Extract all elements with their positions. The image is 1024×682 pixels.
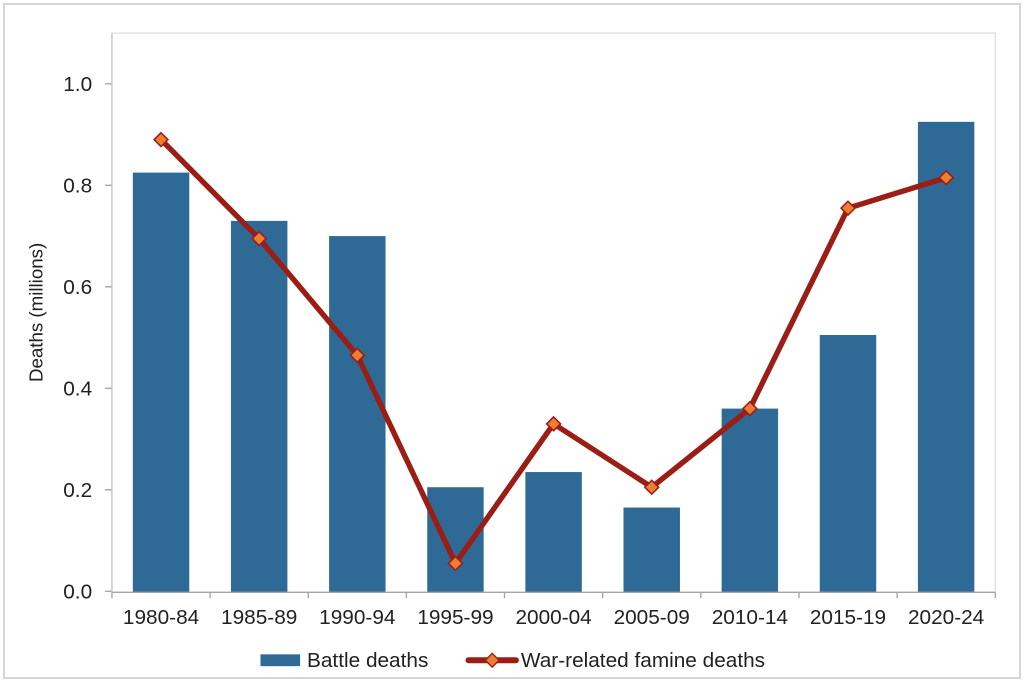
- x-tick-label: 2000-04: [515, 606, 591, 629]
- battle-deaths-bar-2010-14: [721, 408, 779, 593]
- famine-deaths-marker-1995-99: [447, 555, 464, 572]
- battle-deaths-bar-2000-04: [525, 472, 582, 593]
- legend-swatch-battle-deaths-icon: [260, 654, 301, 667]
- y-axis-title: Deaths (millions): [26, 243, 47, 382]
- x-tick-label: 2020-24: [908, 606, 984, 629]
- y-axis: 0.0 0.2 0.4 0.6 0.8 1.0: [63, 33, 113, 604]
- x-axis: 1980-84 1985-89 1990-94 1995-99 2000-04 2005-…: [111, 591, 996, 629]
- battle-deaths-bars: [132, 121, 975, 593]
- x-tick-label: 1985-89: [221, 606, 297, 629]
- x-tick-label: 2015-19: [810, 606, 886, 629]
- y-tick-label: 0.0: [63, 581, 92, 604]
- x-tick-label: 1990-94: [319, 606, 395, 629]
- battle-deaths-bar-2005-09: [623, 507, 680, 593]
- y-tick-label: 0.6: [63, 276, 92, 299]
- x-tick-label: 2010-14: [712, 606, 788, 629]
- battle-deaths-bar-1980-84: [132, 172, 190, 593]
- battle-deaths-bar-1985-89: [230, 220, 288, 593]
- famine-deaths-markers: [152, 131, 955, 572]
- famine-deaths-marker-2020-24: [938, 169, 955, 186]
- y-tick-label: 0.8: [63, 175, 92, 198]
- battle-deaths-bar-1990-94: [329, 236, 386, 593]
- legend-item-battle-deaths: Battle deaths: [260, 649, 428, 672]
- y-tick-label: 0.2: [63, 479, 92, 502]
- y-tick-label: 1.0: [63, 73, 92, 96]
- famine-deaths-marker-2005-09: [643, 479, 660, 496]
- chart-figure: 0.0 0.2 0.4 0.6 0.8 1.0 1980-84 1985-89 1990-94 1…: [3, 3, 1021, 679]
- x-tick-label: 2005-09: [614, 606, 690, 629]
- legend-label-famine-deaths: War-related famine deaths: [521, 649, 765, 672]
- legend-label-battle-deaths: Battle deaths: [307, 649, 428, 672]
- famine-deaths-marker-1985-89: [251, 230, 268, 247]
- famine-deaths-marker-1980-84: [152, 131, 170, 148]
- famine-deaths-marker-2000-04: [545, 415, 562, 432]
- x-tick-label: 1980-84: [123, 606, 199, 629]
- battle-deaths-bar-2020-24: [917, 121, 975, 593]
- legend-diamond-famine-deaths-icon: [484, 652, 501, 669]
- famine-deaths-marker-2010-14: [741, 400, 758, 417]
- x-tick-label: 1995-99: [417, 606, 493, 629]
- battle-deaths-bar-2015-19: [819, 334, 877, 593]
- legend: Battle deaths War-related famine deaths: [260, 649, 765, 672]
- legend-item-famine-deaths: War-related famine deaths: [465, 649, 765, 672]
- famine-deaths-marker-1990-94: [349, 347, 366, 364]
- famine-deaths-marker-2015-19: [839, 200, 857, 217]
- y-tick-label: 0.4: [63, 378, 92, 401]
